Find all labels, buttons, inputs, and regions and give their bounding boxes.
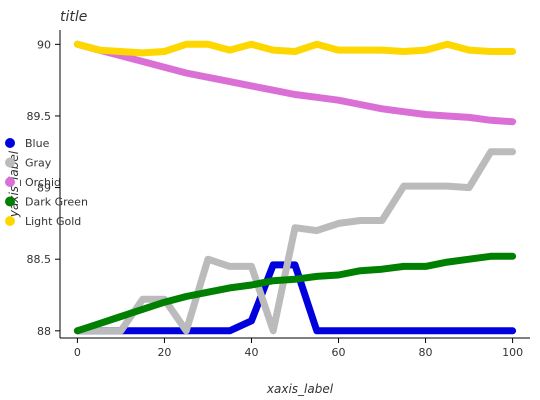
series-line-orchid — [73, 40, 517, 126]
x-tick-label: 40 — [244, 346, 258, 359]
x-axis-title: xaxis_label — [266, 382, 334, 396]
axes: 88 88.5 89 89.5 90 0 20 40 60 80 100 — [27, 30, 530, 359]
x-tick-label: 20 — [157, 346, 171, 359]
legend: Blue Gray Orchid Dark Green Light Gold — [5, 137, 88, 228]
legend-marker-light-gold — [5, 216, 15, 226]
legend-marker-blue — [5, 138, 15, 148]
series-dark-green — [73, 252, 517, 335]
x-tick-label: 0 — [74, 346, 81, 359]
series-gray — [73, 148, 517, 335]
legend-label-gray: Gray — [25, 157, 52, 170]
chart-title: title — [60, 9, 87, 25]
series-line-light-gold — [73, 40, 517, 57]
legend-label-light-gold: Light Gold — [25, 215, 81, 228]
legend-marker-orchid — [5, 177, 15, 187]
x-axis-ticks: 0 20 40 60 80 100 — [74, 338, 523, 359]
x-tick-label: 100 — [502, 346, 523, 359]
plot-lines — [73, 40, 517, 335]
x-tick-label: 60 — [332, 346, 346, 359]
y-tick-label: 89.5 — [27, 110, 52, 123]
legend-label-dark-green: Dark Green — [25, 196, 88, 209]
x-tick-label: 80 — [419, 346, 433, 359]
series-light-gold — [73, 40, 517, 57]
series-orchid — [73, 40, 517, 126]
y-tick-label: 88.5 — [27, 253, 52, 266]
series-blue — [73, 261, 517, 335]
y-tick-label: 89 — [37, 182, 51, 195]
y-tick-label: 90 — [37, 38, 51, 51]
legend-label-blue: Blue — [25, 137, 50, 150]
legend-label-orchid: Orchid — [25, 176, 61, 189]
y-tick-label: 88 — [37, 325, 51, 338]
series-line-gray — [73, 148, 517, 335]
legend-marker-dark-green — [5, 196, 15, 207]
y-axis-ticks: 88 88.5 89 89.5 90 — [27, 38, 60, 338]
legend-marker-gray — [5, 157, 15, 168]
series-line-dark-green — [73, 252, 517, 335]
series-line-blue — [73, 261, 517, 335]
